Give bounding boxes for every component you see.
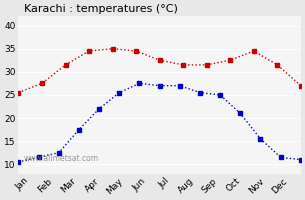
- Text: Karachi : temperatures (°C): Karachi : temperatures (°C): [24, 4, 178, 14]
- Text: www.allmetsat.com: www.allmetsat.com: [24, 154, 99, 163]
